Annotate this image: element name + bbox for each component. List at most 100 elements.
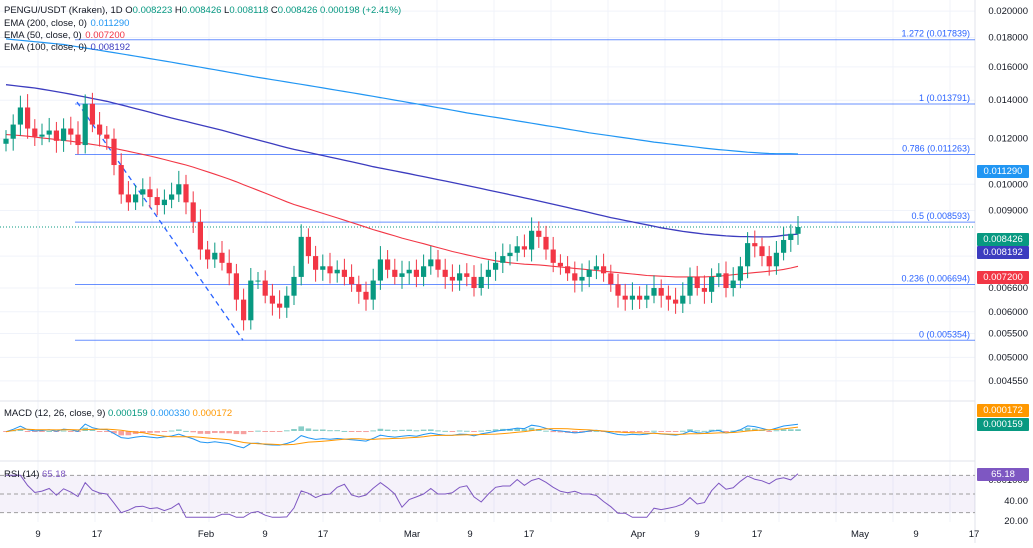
macd-histogram-bar [780, 429, 787, 431]
candle-body [471, 276, 477, 289]
symbol-title[interactable]: PENGU/USDT (Kraken), 1D [4, 5, 123, 16]
macd-histogram-bar [507, 428, 513, 431]
price-tag: 0.008426 [977, 233, 1029, 246]
rsi-value: 65.18 [42, 469, 66, 480]
macd-histogram-bar [334, 430, 340, 432]
macd-histogram-bar [406, 429, 412, 431]
macd-histogram-bar [744, 427, 751, 431]
fib-level-label: 0.5 (0.008593) [911, 211, 970, 221]
macd-line [5, 423, 799, 449]
fibonacci-levels: 1.272 (0.017839) 1 (0.013791) 0.786 (0.011… [0, 29, 975, 341]
candle-body [82, 103, 88, 146]
axes: 0.020000 0.018000 0.016000 0.014000 0.012000… [35, 6, 1028, 540]
fib-level-label: 0.236 (0.006694) [901, 273, 970, 283]
macd-histogram-bar [665, 431, 672, 432]
candle-body [730, 280, 736, 289]
candle-body [406, 269, 412, 274]
candle-body [579, 276, 585, 281]
candle-body [759, 246, 765, 257]
price-axis-tick: 0.020000 [988, 6, 1028, 17]
candle-body [723, 273, 729, 289]
fib-trend-line [76, 101, 244, 341]
macd-histogram-bar [629, 431, 636, 432]
ema100-line [5, 84, 799, 238]
macd-histogram-bar [17, 429, 24, 431]
candle-body [550, 249, 556, 263]
macd-histogram-bar [154, 431, 160, 433]
candle-body [464, 273, 470, 277]
candle-body [46, 130, 52, 135]
macd-histogram-bar [305, 428, 312, 431]
ema100-legend[interactable]: EMA (100, close, 0) 0.008192 [4, 42, 130, 54]
candle-body [341, 269, 347, 277]
candle-body [75, 134, 81, 146]
time-axis-label: May [851, 529, 869, 540]
macd-histogram-bar [248, 431, 254, 432]
macd-histogram-bar [773, 430, 780, 432]
price-tag: 0.007200 [977, 271, 1029, 284]
macd-histogram-bar [298, 426, 304, 431]
high-value: 0.008426 [181, 5, 222, 16]
low-value: 0.008118 [229, 5, 269, 16]
candle-body [25, 107, 31, 129]
candle-body [284, 295, 290, 308]
macd-histogram-bar [183, 430, 189, 432]
macd-histogram-bar [464, 430, 470, 432]
macd-histogram-bar [60, 430, 67, 432]
candle-body [737, 266, 743, 281]
candle-body [572, 273, 578, 281]
macd-histogram-bar [147, 431, 153, 433]
candle-body [557, 262, 563, 267]
candle-body [687, 276, 693, 296]
candle-body [291, 276, 297, 296]
macd-histogram-bar [363, 431, 369, 433]
ema200-legend[interactable]: EMA (200, close, 0) 0.011290 [4, 18, 129, 30]
candle-body [521, 246, 527, 250]
candle-body [586, 269, 592, 277]
candle-body [694, 276, 700, 289]
candle-body [529, 230, 535, 250]
candle-body [277, 303, 283, 308]
macd-tag: 0.000172 [977, 404, 1029, 417]
candle-body [608, 273, 614, 285]
candle-body [593, 266, 599, 270]
macd-histogram-bar [392, 430, 398, 432]
macd-histogram-bar [284, 430, 290, 432]
macd-histogram-bar [46, 430, 52, 432]
candle-body [428, 259, 434, 267]
rsi-label: RSI (14) [4, 469, 40, 480]
macd-histogram-bar [291, 429, 297, 431]
candle-body [10, 124, 16, 139]
rsi-legend[interactable]: RSI (14) 65.18 [4, 469, 66, 481]
macd-histogram-bar [752, 428, 758, 431]
candle-body [781, 239, 787, 253]
candle-body [97, 124, 103, 135]
ema50-legend[interactable]: EMA (50, close, 0) 0.007200 [4, 30, 125, 42]
macd-signal-value: 0.000172 [192, 408, 233, 419]
macd-histogram-bar [399, 429, 405, 431]
macd-histogram-bar [125, 431, 132, 436]
candle-body [493, 262, 499, 270]
macd-histogram-bar [766, 431, 772, 432]
candle-body [449, 276, 455, 281]
price-axis-tick: 0.006000 [988, 307, 1028, 318]
fib-level-label: 0 (0.005354) [919, 329, 970, 339]
price-axis-tick: 0.005000 [988, 352, 1028, 363]
macd-histogram-bar [795, 429, 801, 431]
macd-histogram-bar [528, 427, 535, 431]
price-axis-tick: 0.016000 [988, 62, 1028, 73]
ema200-line [5, 38, 799, 155]
candle-body [644, 295, 650, 300]
candle-body [197, 221, 203, 250]
candle-body [622, 295, 628, 300]
candle-body [795, 227, 801, 234]
candle-body [543, 236, 549, 250]
macd-histogram-bar [68, 431, 74, 432]
candle-body [413, 269, 419, 277]
candle-body [701, 288, 707, 292]
macd-legend[interactable]: MACD (12, 26, close, 9) 0.000159 0.00033… [4, 408, 232, 420]
macd-histogram-bar [226, 431, 232, 434]
candle-body [226, 262, 232, 274]
macd-histogram-bar [622, 431, 628, 433]
